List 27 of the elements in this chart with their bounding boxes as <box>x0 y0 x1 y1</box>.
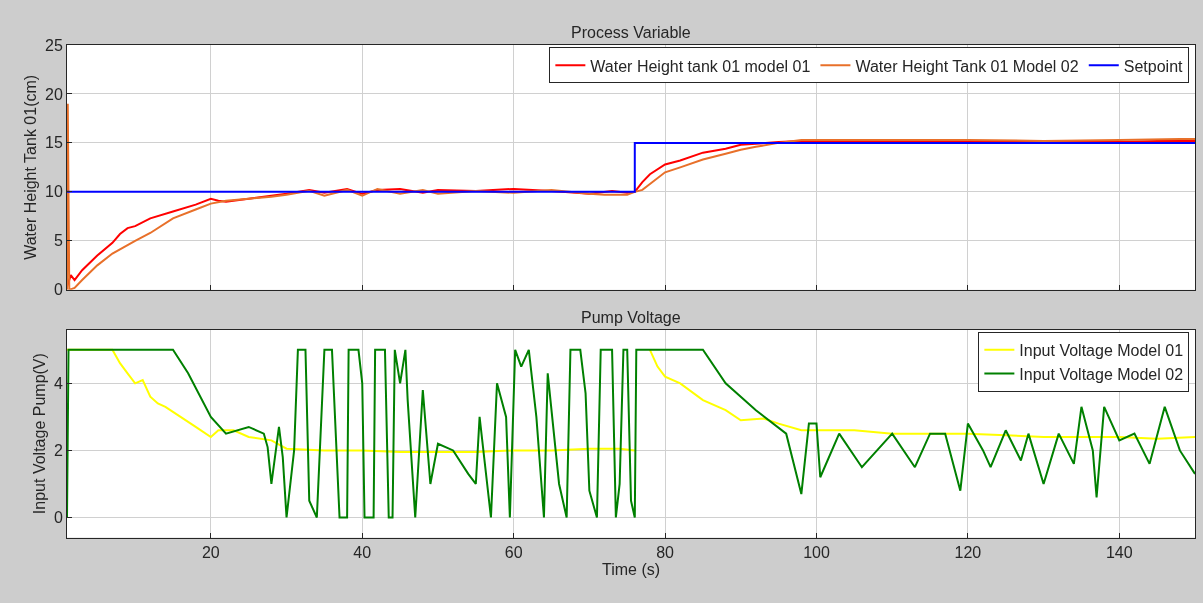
y-tick-label: 25 <box>45 36 63 54</box>
legend-label: Setpoint <box>1123 57 1184 75</box>
legend-label: Water Height tank 01 model 01 <box>590 57 811 75</box>
x-tick-label: 80 <box>656 543 675 561</box>
line-series <box>67 102 1195 290</box>
y-tick-label: 10 <box>45 183 63 201</box>
y-tick-label: 2 <box>53 442 63 460</box>
y-axis-title: Water Height Tank 01(cm) <box>21 74 39 260</box>
y-tick-label: 0 <box>53 509 63 527</box>
y-tick-label: 15 <box>45 134 63 152</box>
x-tick-label: 140 <box>1105 543 1133 561</box>
y-tick-label: 4 <box>53 374 63 392</box>
x-axis-title: Time (s) <box>601 560 661 578</box>
legend-label: Input Voltage Model 01 <box>1019 341 1184 359</box>
legend-label: Water Height Tank 01 Model 02 <box>855 57 1079 75</box>
x-tick-label: 120 <box>954 543 982 561</box>
y-tick-label: 0 <box>53 281 63 299</box>
chart-title: Pump Voltage <box>581 309 681 326</box>
chart-title: Process Variable <box>571 24 691 41</box>
x-tick-label: 100 <box>803 543 830 561</box>
x-tick-label: 60 <box>504 543 523 561</box>
y-tick-label: 20 <box>45 85 63 103</box>
x-tick-label: 40 <box>353 543 372 561</box>
y-axis-title: Input Voltage Pump(V) <box>30 353 48 515</box>
legend-label: Input Voltage Model 02 <box>1019 365 1184 383</box>
y-tick-label: 5 <box>53 232 63 250</box>
x-tick-label: 20 <box>201 543 220 561</box>
